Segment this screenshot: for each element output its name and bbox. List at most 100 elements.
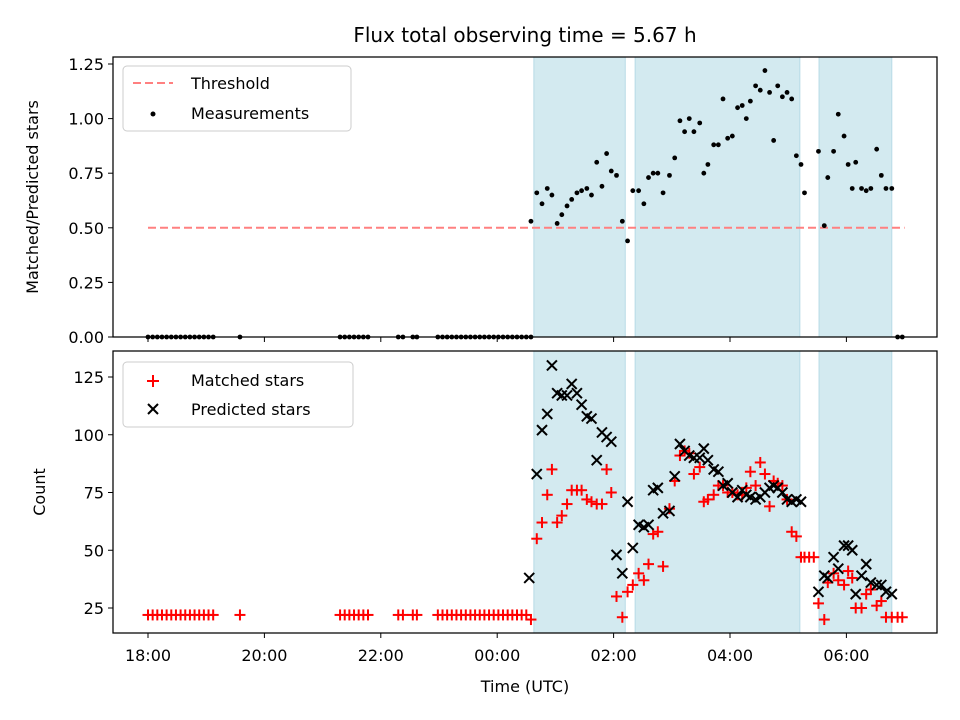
- predicted-star-point: [731, 491, 744, 503]
- matched-star-point: [790, 530, 802, 542]
- predicted-x-b: [523, 572, 535, 584]
- chart-title: Flux total observing time = 5.67 h: [353, 23, 696, 47]
- measurement-point: [594, 159, 600, 165]
- matched-star-point: [633, 567, 645, 579]
- top-x-ticks: [147, 337, 847, 342]
- measurement-point: [821, 223, 827, 229]
- bottom-y-tick-label: 50: [84, 541, 104, 560]
- predicted-x-b: [546, 359, 558, 372]
- predicted-x-b: [781, 493, 793, 506]
- measurement-point: [574, 190, 580, 196]
- matched-star-point: [643, 558, 655, 570]
- matched-star-point: [611, 590, 623, 602]
- predicted-star-point: [812, 586, 825, 598]
- predicted-x-b: [663, 505, 676, 517]
- matched-star-point: [561, 498, 573, 510]
- measurement-point: [705, 162, 711, 167]
- x-tick-label: 20:00: [241, 646, 287, 665]
- top-axes-frame: [112, 56, 938, 338]
- top-legend: Threshold Measurements: [122, 65, 352, 132]
- matched-star-point: [818, 614, 830, 626]
- predicted-star-point: [621, 496, 634, 508]
- legend-predicted-swatch: [147, 403, 159, 415]
- measurement-point: [619, 218, 625, 224]
- predicted-x-b: [561, 389, 573, 402]
- measurement-point: [677, 118, 683, 124]
- matched-star-point: [536, 517, 548, 529]
- bottom-y-tick-label: 125: [73, 368, 104, 387]
- predicted-star-point: [605, 435, 617, 448]
- bottom-x-ticks: 18:00 20:00 22:00 00:00 02:00 04:00 06:00: [125, 633, 869, 665]
- predicted-star-point: [870, 579, 883, 591]
- predicted-star-point: [875, 579, 888, 591]
- measurement-point: [729, 133, 735, 139]
- predicted-x-b: [627, 542, 639, 554]
- predicted-star-point: [531, 468, 543, 480]
- measurement-point: [743, 116, 749, 121]
- predicted-x-b: [832, 563, 844, 575]
- predicted-star-point: [721, 477, 734, 489]
- top-y-tick-label: 1.00: [68, 110, 104, 129]
- legend-matched-swatch: [147, 375, 159, 387]
- predicted-star-point: [591, 454, 603, 466]
- matched-star-point: [601, 463, 613, 475]
- measurement-point: [701, 170, 707, 176]
- predicted-x-b: [571, 387, 583, 399]
- predicted-x-b: [556, 389, 568, 402]
- x-axis-label: Time (UTC): [480, 677, 569, 696]
- legend-measurements-swatch: [150, 111, 156, 117]
- predicted-x-b: [674, 438, 686, 450]
- predicted-x-b: [731, 491, 744, 503]
- predicted-x-b: [812, 586, 825, 598]
- measurement-point: [584, 186, 590, 191]
- matched-star-point: [546, 463, 558, 475]
- measurement-point: [646, 175, 651, 180]
- predicted-star-point: [838, 539, 850, 552]
- shaded-interval-top-2: [818, 56, 893, 338]
- measurement-point: [711, 142, 717, 148]
- measurement-point: [845, 162, 851, 167]
- legend-predicted-label: Predicted stars: [191, 400, 311, 419]
- predicted-x-b: [822, 572, 834, 584]
- measurement-point: [753, 83, 759, 89]
- measurement-point: [802, 190, 807, 196]
- predicted-x-b: [744, 491, 757, 503]
- predicted-star-point: [669, 470, 681, 483]
- predicted-star-point: [822, 572, 834, 584]
- matched-star-point: [638, 574, 650, 586]
- top-y-tick-label: 1.25: [68, 55, 104, 74]
- predicted-star-point: [860, 558, 872, 570]
- predicted-star-point: [827, 551, 840, 563]
- predicted-star-point: [616, 567, 629, 580]
- measurement-point: [863, 188, 869, 194]
- predicted-x-b: [591, 454, 603, 466]
- bottom-y-tick-label: 75: [84, 484, 104, 503]
- top-shaded-intervals: [533, 56, 893, 338]
- matched-star-point: [585, 496, 597, 508]
- measurement-point: [641, 201, 647, 207]
- measurement-point: [725, 135, 731, 141]
- measurement-point: [874, 146, 880, 152]
- predicted-star-point: [627, 542, 639, 554]
- predicted-star-point: [698, 442, 710, 455]
- top-panel: Flux total observing time = 5.67 h 0.000…: [23, 23, 938, 347]
- matched-star-point: [838, 579, 850, 591]
- matched-star-point: [865, 584, 877, 596]
- predicted-star-point: [561, 389, 573, 402]
- matched-star-point: [605, 487, 617, 498]
- top-y-tick-label: 0.00: [68, 328, 104, 347]
- predicted-x-b: [721, 477, 734, 489]
- predicted-star-points: [523, 359, 898, 600]
- measurement-point: [789, 96, 795, 102]
- predicted-x-b: [790, 493, 803, 506]
- matched-star-point: [531, 533, 543, 545]
- measurement-point: [559, 212, 565, 218]
- measurement-point: [735, 105, 740, 111]
- measurement-point: [841, 133, 847, 139]
- x-tick-label: 00:00: [474, 646, 520, 665]
- predicted-star-point: [776, 486, 789, 499]
- measurement-point: [672, 155, 678, 161]
- matched-star-point: [832, 574, 844, 586]
- matched-star-point: [846, 572, 858, 584]
- predicted-x-b: [581, 410, 593, 422]
